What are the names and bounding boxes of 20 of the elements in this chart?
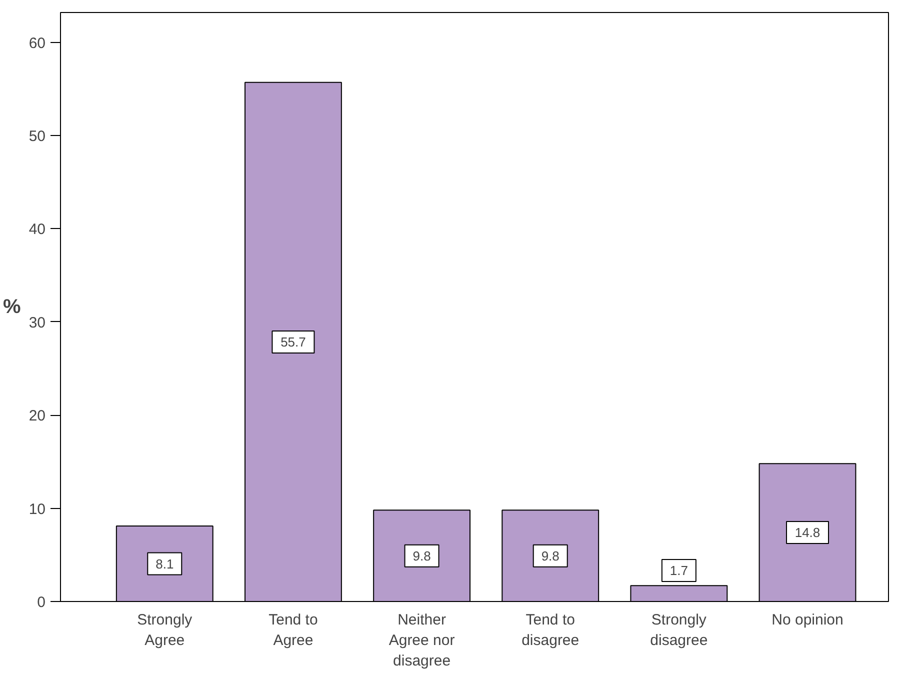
y-tick-label: 60 <box>28 34 46 52</box>
x-tick-label: Tend to Agree <box>268 612 318 649</box>
y-axis-title: % <box>3 296 22 318</box>
data-label: 9.8 <box>541 548 560 564</box>
x-tick-label: No opinion <box>772 612 844 628</box>
x-tick-label: Strongly Agree <box>137 612 193 649</box>
data-label: 14.8 <box>794 525 820 540</box>
data-label: 1.7 <box>670 563 688 578</box>
data-label: 9.8 <box>412 548 431 564</box>
y-tick-label: 10 <box>28 500 46 518</box>
y-tick-label: 20 <box>28 408 46 425</box>
x-tick-label: Neither Agree nor disagree <box>388 612 455 670</box>
y-tick-label: 30 <box>28 314 46 332</box>
data-label: 8.1 <box>156 556 174 572</box>
y-tick-label: 40 <box>28 221 46 238</box>
y-tick-label: 50 <box>28 128 46 146</box>
x-tick-label: Strongly disagree <box>650 612 708 649</box>
data-label: 55.7 <box>280 334 306 350</box>
y-tick-label: 0 <box>37 594 46 611</box>
x-tick-label: Tend to disagree <box>522 612 580 649</box>
